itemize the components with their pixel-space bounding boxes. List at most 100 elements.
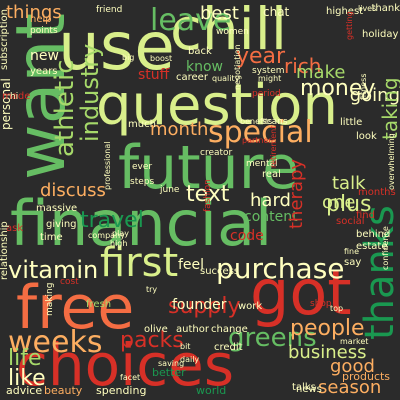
word-top: top [330, 304, 344, 313]
word-financial: financial [10, 187, 273, 260]
word-future: future [118, 133, 299, 203]
word-period: period [252, 89, 281, 99]
word-fresh: fresh [86, 299, 112, 310]
word-real: real [262, 169, 281, 180]
word-life: life [8, 346, 42, 371]
word-back: back [188, 46, 212, 57]
word-vitamin: vitamin [8, 256, 99, 284]
word-time: time [40, 232, 63, 243]
word-leave: leave [150, 3, 232, 38]
word-got: got [250, 256, 352, 329]
word-industry: industry [76, 43, 104, 142]
word-might: might [258, 74, 282, 83]
word-advice: advice [6, 384, 43, 397]
word-partner: partner [242, 136, 272, 145]
word-stuff: stuff [138, 67, 170, 83]
word-months: months [358, 187, 396, 198]
word-text: text [186, 182, 230, 207]
word-work: work [238, 301, 263, 312]
word-social: social [336, 216, 365, 227]
word-overwhelming: overwhelming [387, 133, 396, 190]
word-estate: estate [356, 241, 388, 252]
word-best: best [200, 3, 239, 24]
word-high: high [110, 239, 128, 248]
word-company: company [88, 231, 125, 240]
word-taking: taking [378, 77, 400, 140]
word-beauty: beauty [44, 384, 83, 397]
word-change: change [211, 324, 248, 335]
word-travel: travel [80, 208, 144, 233]
word-chat: chat [263, 5, 290, 19]
word-year: year [236, 44, 286, 69]
word-quality: quality [212, 74, 240, 83]
word-spending: spending [96, 384, 147, 397]
word-career: career [176, 72, 208, 83]
word-discuss: discuss [40, 180, 106, 201]
word-try: try [146, 285, 158, 294]
word-special: special [208, 115, 313, 150]
word-business: business [288, 342, 367, 363]
word-mental: mental [246, 159, 278, 169]
word-ask: ask [6, 223, 24, 234]
word-big: big [122, 53, 135, 62]
word-highest: highest [326, 6, 364, 17]
word-bit: bit [180, 342, 191, 351]
word-making: making [45, 282, 55, 316]
word-holiday: holiday [362, 29, 399, 40]
word-boost: boost [150, 54, 173, 63]
word-know: know [186, 59, 223, 75]
word-find: find [356, 210, 375, 221]
word-shop: shop [310, 299, 332, 309]
word-feel: feel [178, 257, 205, 273]
word-confidence: confidence [381, 226, 390, 270]
word-credit: credit [214, 342, 243, 353]
word-giving: giving [46, 219, 77, 230]
word-cost: cost [60, 277, 79, 287]
word-little: little [340, 117, 363, 128]
word-greens: greens [228, 323, 317, 353]
word-success: success [200, 266, 240, 277]
word-people: people [290, 316, 365, 341]
word-olive: olive [144, 324, 168, 335]
word-therapy: therapy [286, 158, 307, 229]
word-chill: chill [170, 0, 287, 63]
word-massive: massive [36, 203, 78, 214]
word-subscription: subscription [0, 9, 10, 70]
word-founder: founder [172, 297, 227, 313]
word-fine: fine [344, 247, 360, 256]
word-say: say [344, 257, 362, 268]
word-author: author [176, 324, 209, 335]
word-question: question [96, 73, 338, 138]
word-money: money [300, 76, 376, 101]
word-scans: scans [262, 117, 288, 127]
word-choices: choices [16, 331, 235, 399]
word-things: things [6, 2, 62, 23]
word-years: years [30, 66, 58, 77]
word-creator: creator [200, 148, 233, 158]
word-good: good [330, 356, 375, 377]
word-going: going [349, 85, 400, 106]
word-thanks: thanks [357, 205, 400, 340]
word-system: system [252, 66, 285, 76]
word-purchase: purchase [216, 252, 345, 285]
word-benefits: benefits [240, 117, 273, 126]
word-plus: plus [326, 192, 372, 217]
word-behind: behind [356, 229, 391, 240]
word-packs: packs [120, 328, 184, 353]
word-ever: ever [132, 162, 153, 172]
word-relationship: relationship [0, 221, 10, 280]
word-fashion: fashion [203, 179, 213, 212]
word-news: news [296, 384, 322, 395]
word-june: june [160, 185, 180, 195]
word-better: better [152, 366, 186, 379]
word-play: play [112, 229, 129, 238]
word-world: world [196, 384, 227, 397]
word-steps: steps [130, 177, 155, 187]
word-content: content [244, 209, 298, 225]
word-talk: talk [332, 173, 366, 194]
word-much: much [128, 119, 156, 130]
word-facet: facet [120, 373, 141, 382]
word-hard: hard [250, 190, 291, 211]
word-thank: thank [371, 3, 400, 14]
